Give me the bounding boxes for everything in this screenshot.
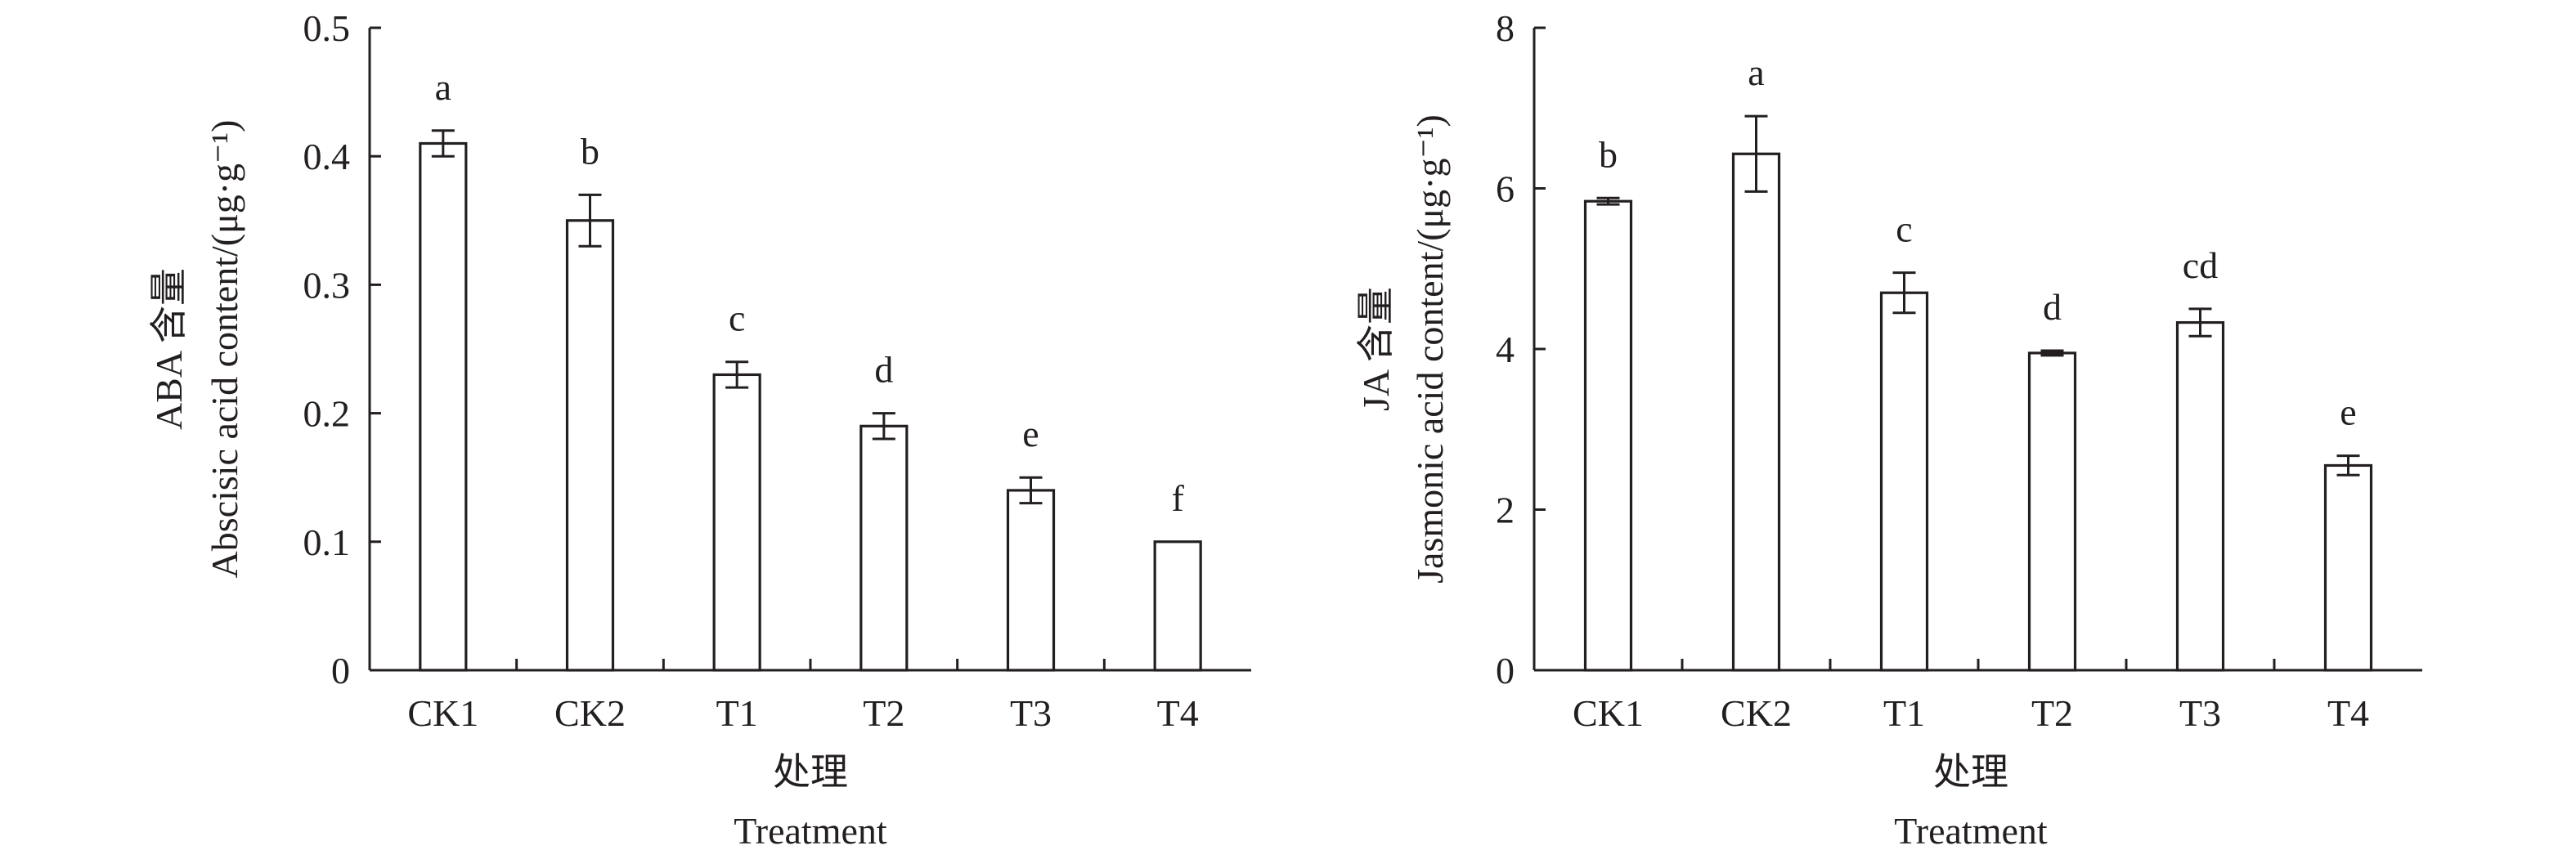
x-axis-title-cn: 处理 <box>773 751 848 793</box>
y-tick-label: 0.2 <box>303 393 351 435</box>
ja-chart: 0 2 4 6 8 b CK1 a CK2 c T1 d T2 cd T3 e T4 处理 Treatment JA … <box>1355 7 2422 852</box>
y-axis-title-en: Jasmonic acid content/(μg·g⁻¹) <box>1409 114 1451 584</box>
y-tick-label: 0.4 <box>303 136 351 177</box>
significance-label: d <box>2043 286 2062 328</box>
y-axis-title-en: Abscisic acid content/(μg·g⁻¹) <box>204 120 245 579</box>
significance-label: c <box>729 298 745 339</box>
x-tick-label: CK1 <box>1573 692 1644 734</box>
x-tick-label: T2 <box>2031 692 2073 734</box>
y-tick-label: 0 <box>1496 650 1515 691</box>
x-tick-label: T1 <box>716 692 758 734</box>
significance-label: f <box>1172 477 1185 519</box>
significance-label: b <box>1599 133 1618 175</box>
x-tick-label: CK1 <box>407 692 478 734</box>
x-axis-title-en: Treatment <box>734 810 887 852</box>
x-tick-label: CK2 <box>554 692 626 734</box>
bar-t4 <box>2323 463 2373 672</box>
significance-label: d <box>874 349 893 391</box>
significance-label: a <box>435 66 451 108</box>
bar-t3 <box>1006 489 1056 672</box>
significance-label: e <box>2340 391 2356 433</box>
significance-label: cd <box>2183 244 2218 286</box>
x-tick-label: T4 <box>1157 692 1199 734</box>
bar-ck2 <box>565 219 615 672</box>
y-tick-label: 4 <box>1496 329 1515 370</box>
y-tick-label: 6 <box>1496 168 1515 210</box>
x-axis-title-en: Treatment <box>1894 810 2048 852</box>
significance-label: a <box>1748 51 1764 93</box>
y-tick-label: 2 <box>1496 490 1515 531</box>
y-tick-label: 0.3 <box>303 264 351 306</box>
y-tick-label: 0.1 <box>303 521 351 563</box>
significance-label: b <box>581 130 599 172</box>
x-tick-label: T3 <box>1010 692 1052 734</box>
y-axis-title-cn: JA 含量 <box>1355 287 1397 411</box>
y-tick-label: 0.5 <box>303 7 351 49</box>
x-tick-label: T1 <box>1883 692 1925 734</box>
bar-ck1 <box>419 141 468 672</box>
bar-ck2 <box>1731 152 1781 672</box>
bar-t2 <box>859 424 909 672</box>
bar-t4 <box>1153 540 1202 672</box>
y-tick-label: 8 <box>1496 7 1515 49</box>
bar-t1 <box>1879 291 1929 672</box>
x-tick-label: T4 <box>2327 692 2369 734</box>
bar-ck1 <box>1583 199 1633 672</box>
bar-t3 <box>2175 320 2225 672</box>
aba-chart: 0 0.1 0.2 0.3 0.4 0.5 a CK1 b CK2 c T1 d T2 e T3 f T4 处理 Tr… <box>148 7 1251 852</box>
x-axis-title-cn: 处理 <box>1933 751 2008 793</box>
bar-t2 <box>2027 351 2077 672</box>
x-tick-label: T3 <box>2179 692 2221 734</box>
significance-label: c <box>1896 208 1912 250</box>
significance-label: e <box>1022 413 1039 454</box>
y-axis-title-cn: ABA 含量 <box>148 268 190 430</box>
x-tick-label: CK2 <box>1721 692 1792 734</box>
y-tick-label: 0 <box>331 650 350 691</box>
bar-t1 <box>712 373 761 672</box>
x-tick-label: T2 <box>863 692 904 734</box>
